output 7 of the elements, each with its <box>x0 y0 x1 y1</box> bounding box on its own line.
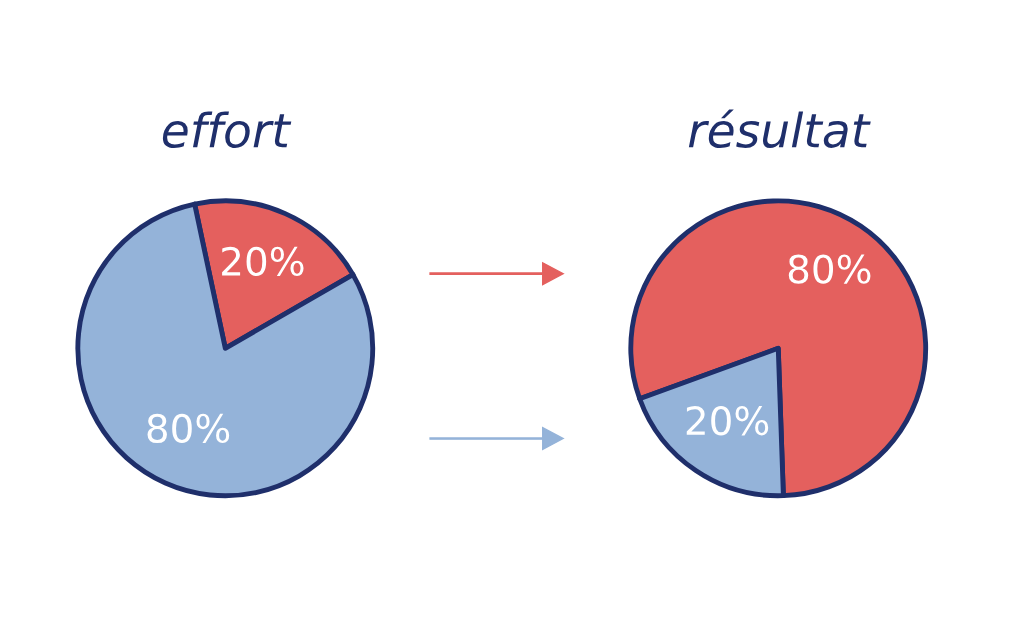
data-label: 20% <box>686 405 769 436</box>
chart-title: effort <box>162 111 292 148</box>
data-label: 20% <box>222 246 304 277</box>
chart-title: résultat <box>688 109 871 148</box>
pie-slice <box>75 201 376 499</box>
data-label: 80% <box>147 413 230 444</box>
data-label: 80% <box>788 254 871 284</box>
